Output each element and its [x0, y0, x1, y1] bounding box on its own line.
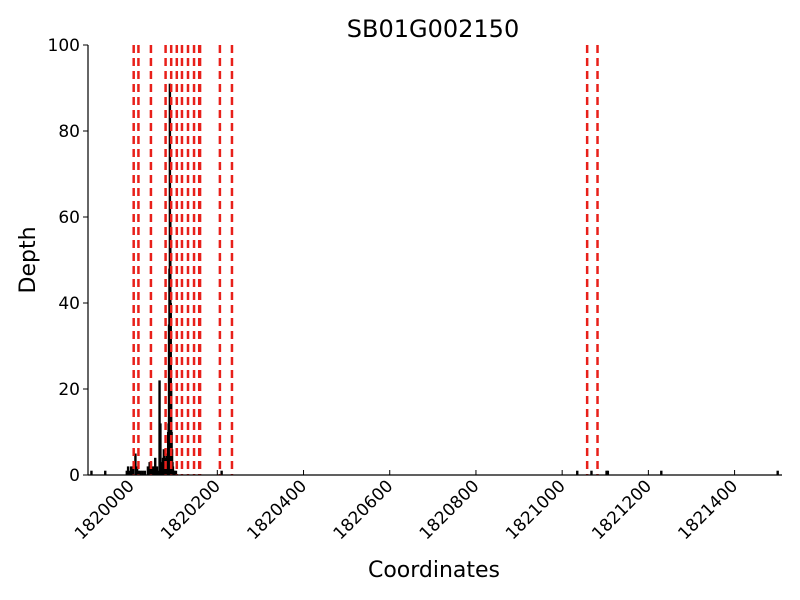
x-tick-label: 1821400 [674, 476, 742, 544]
depth-bar [173, 470, 176, 475]
depth-bar [159, 423, 162, 475]
depth-bar [576, 470, 579, 475]
depth-bar [139, 470, 142, 475]
y-tick-label: 0 [69, 466, 80, 486]
depth-bar [157, 470, 160, 475]
y-tick-label: 20 [58, 380, 80, 400]
depth-bar [148, 462, 151, 475]
x-axis-ticks: 1820000 1820200 1820400 1820600 1820800 18210… [71, 470, 742, 544]
depth-bar [126, 466, 130, 475]
depth-bar [605, 470, 608, 475]
x-tick-label: 1820400 [243, 476, 311, 544]
depth-bar [143, 470, 147, 475]
depth-bar [131, 466, 135, 475]
depth-bar [154, 457, 157, 475]
depth-bar [151, 466, 154, 475]
x-tick-label: 1820800 [416, 476, 484, 544]
x-tick-label: 1820200 [157, 476, 225, 544]
x-tick-label: 1821200 [588, 476, 656, 544]
y-tick-label: 60 [58, 208, 80, 228]
depth-bar [125, 470, 128, 475]
plot-area [87, 45, 782, 476]
depth-bar [146, 466, 150, 475]
depth-bar [155, 466, 159, 475]
depth-bar [590, 470, 593, 475]
y-tick-label: 40 [58, 294, 80, 314]
depth-bar [137, 470, 141, 475]
depth-bar [776, 470, 779, 475]
x-axis-label: Coordinates [368, 558, 500, 583]
x-tick-label: 1821000 [502, 476, 570, 544]
y-tick-label: 80 [58, 122, 80, 142]
depth-bar [220, 470, 223, 475]
depth-bar [104, 470, 107, 475]
y-tick-label: 100 [48, 36, 80, 56]
x-tick-label: 1820000 [71, 476, 139, 544]
depth-bar [135, 466, 139, 475]
depth-bar [606, 470, 610, 475]
depth-bar [174, 470, 178, 475]
y-axis-label: Depth [16, 226, 41, 293]
depth-bar [134, 453, 137, 475]
y-axis-ticks: 0 20 40 60 80 100 [48, 36, 88, 486]
depth-bar [141, 470, 144, 475]
depth-bar [128, 470, 131, 475]
depth-bar [152, 466, 156, 475]
depth-bar [660, 470, 663, 475]
depth-bar [90, 470, 93, 475]
x-tick-label: 1820600 [330, 476, 398, 544]
chart-title: SB01G002150 [347, 15, 519, 43]
